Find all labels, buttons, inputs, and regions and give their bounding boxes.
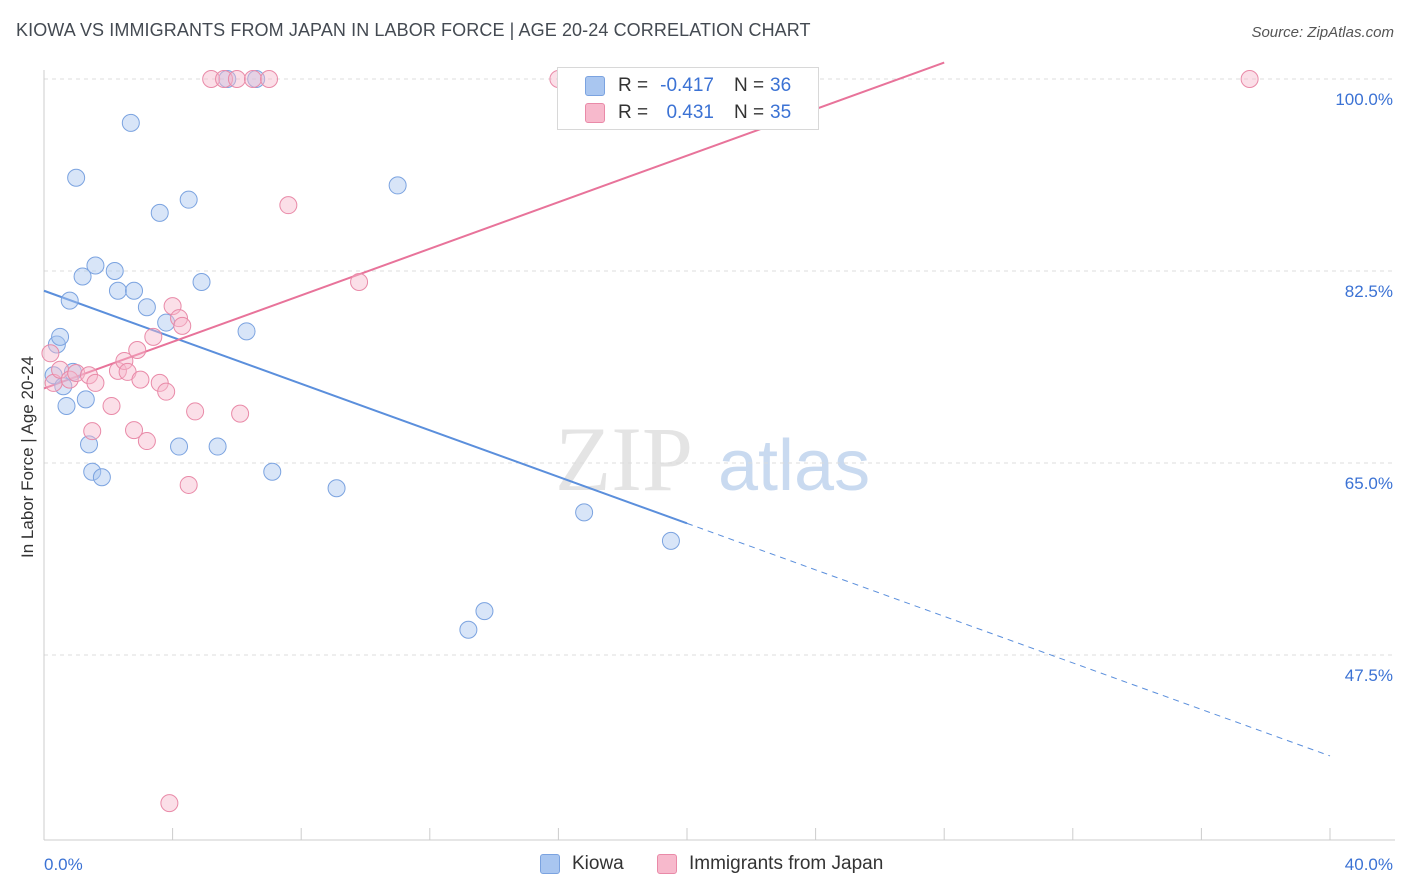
y-tick-label: 82.5% [1345,282,1393,301]
grid [44,78,1395,656]
japan-point [215,70,234,88]
legend-label-japan: Immigrants from Japan [689,853,884,874]
watermark: ZIP atlas [555,408,870,510]
kiowa-point [83,462,102,481]
watermark-zip: ZIP [555,408,693,510]
japan-point [350,272,369,291]
japan-point [102,396,121,415]
legend-swatch-japan [657,854,677,874]
japan-point [108,361,127,380]
legend-swatch-kiowa [540,854,560,874]
kiowa-point [192,272,211,291]
kiowa-point [459,620,478,639]
japan-point [86,373,105,392]
x-tick-label: 40.0% [1345,855,1393,874]
japan-point [60,370,79,389]
japan-point [227,70,246,88]
japan-point [243,70,262,88]
kiowa-point [388,176,407,195]
kiowa-point [137,298,156,317]
japan-point [202,70,221,88]
kiowa-point [475,602,494,621]
japan-point [260,70,279,88]
legend-n-value: 36 [770,75,792,96]
watermark-atlas: atlas [718,426,870,506]
x-tick-label: 0.0% [44,855,83,874]
legend-swatch-japan [585,103,605,123]
legend-r-value: 0.431 [666,102,714,123]
kiowa-point [60,291,79,310]
legend-swatch-kiowa [585,76,605,96]
y-tick-label: 65.0% [1345,474,1393,493]
kiowa-point [327,479,346,498]
kiowa-point [57,396,76,415]
legend-n-label: N = [734,75,765,96]
japan-point [186,402,205,421]
japan-point [144,327,163,346]
japan-point [160,794,179,813]
kiowa-point [121,113,140,132]
kiowa-point [76,390,95,409]
japan-point [173,316,192,335]
data-points [41,70,1259,813]
japan-point [150,373,169,392]
correlation-legend: R = -0.417 N = 36 R = 0.431 N = 35 [557,67,819,130]
japan-point [115,351,134,370]
kiowa-point [67,168,86,187]
japan-point [279,196,298,215]
kiowa-point [237,322,256,341]
japan-point [128,340,147,359]
kiowa-point [73,267,92,286]
kiowa-point [125,281,144,300]
legend-n-label: N = [734,102,765,123]
legend-label-kiowa: Kiowa [572,853,624,874]
japan-point [231,404,250,423]
kiowa-point [263,462,282,481]
axes [43,70,1395,841]
legend-n-value: 35 [770,102,792,123]
japan-point [137,432,156,451]
japan-point [80,366,99,385]
kiowa-point [170,437,189,456]
japan-point [131,370,150,389]
kiowa-point [208,437,227,456]
kiowa-point [51,327,70,346]
kiowa-point [179,190,198,209]
source-label: Source: ZipAtlas.com [1251,24,1394,41]
tick-labels: 100.0% 82.5% 65.0% 47.5% 0.0% 40.0% [44,90,1393,874]
kiowa-point [661,531,680,550]
kiowa-point [86,256,105,275]
kiowa-point [92,468,111,487]
kiowa-point [150,203,169,222]
chart-title: KIOWA VS IMMIGRANTS FROM JAPAN IN LABOR … [16,20,811,40]
y-tick-label: 100.0% [1335,90,1393,109]
japan-point [41,344,60,363]
japan-point [157,382,176,401]
kiowa-point [575,503,594,522]
legend-row-kiowa: R = -0.417 N = 36 [558,73,820,100]
japan-point [83,422,102,441]
japan-point [179,475,198,494]
kiowa-point [105,262,124,280]
legend-r-label: R = [618,75,649,96]
y-tick-label: 47.5% [1345,666,1393,685]
legend-r-value: -0.417 [660,75,714,96]
kiowa-point [108,281,127,300]
japan-point [125,421,144,440]
trend-line-0 [43,289,688,525]
trend-line-dashed-0 [686,522,1331,757]
legend-r-label: R = [618,102,649,123]
japan-point [1240,70,1259,88]
legend-row-japan: R = 0.431 N = 35 [558,100,820,127]
